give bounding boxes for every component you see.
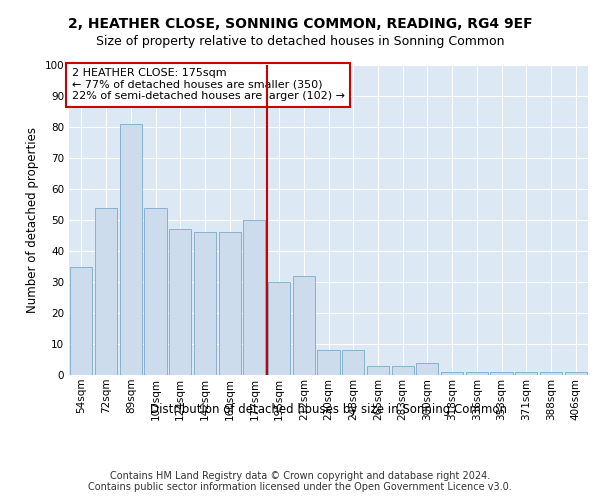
Bar: [145, 208, 167, 375]
Bar: [119, 124, 142, 375]
Y-axis label: Number of detached properties: Number of detached properties: [26, 127, 39, 313]
Bar: [565, 372, 587, 375]
Bar: [317, 350, 340, 375]
Bar: [169, 230, 191, 375]
Bar: [70, 266, 92, 375]
Text: 2, HEATHER CLOSE, SONNING COMMON, READING, RG4 9EF: 2, HEATHER CLOSE, SONNING COMMON, READIN…: [68, 18, 532, 32]
Text: Distribution of detached houses by size in Sonning Common: Distribution of detached houses by size …: [151, 402, 508, 415]
Bar: [490, 372, 512, 375]
Bar: [243, 220, 265, 375]
Bar: [540, 372, 562, 375]
Bar: [466, 372, 488, 375]
Bar: [194, 232, 216, 375]
Bar: [416, 362, 439, 375]
Text: Size of property relative to detached houses in Sonning Common: Size of property relative to detached ho…: [96, 35, 504, 48]
Bar: [268, 282, 290, 375]
Bar: [367, 366, 389, 375]
Text: Contains HM Land Registry data © Crown copyright and database right 2024.
Contai: Contains HM Land Registry data © Crown c…: [88, 471, 512, 492]
Bar: [293, 276, 315, 375]
Bar: [515, 372, 538, 375]
Bar: [218, 232, 241, 375]
Text: 2 HEATHER CLOSE: 175sqm
← 77% of detached houses are smaller (350)
22% of semi-d: 2 HEATHER CLOSE: 175sqm ← 77% of detache…: [71, 68, 344, 102]
Bar: [392, 366, 414, 375]
Bar: [95, 208, 117, 375]
Bar: [441, 372, 463, 375]
Bar: [342, 350, 364, 375]
